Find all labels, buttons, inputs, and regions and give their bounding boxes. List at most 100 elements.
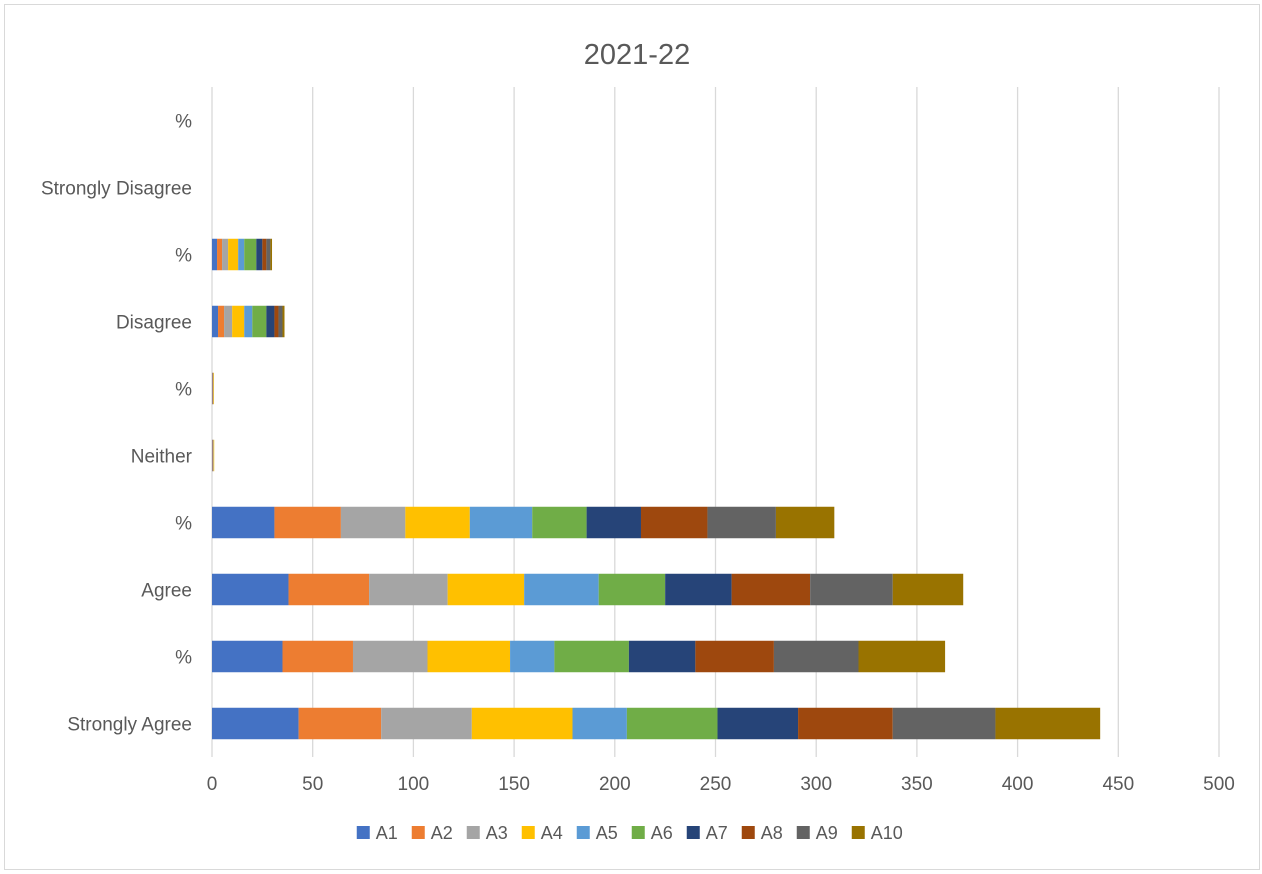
bar-segment-a5 [572, 707, 627, 740]
bar-segment-a10 [858, 640, 946, 673]
legend-swatch [631, 826, 645, 839]
bar-segment-a2 [212, 372, 214, 405]
bar-segment-a4 [447, 573, 525, 606]
bar-segment-a6 [244, 238, 257, 271]
chart-area: 2021-22 Strongly Agree% Agree% Neither% Dis… [4, 4, 1260, 870]
x-tick-label: 500 [1203, 774, 1235, 795]
bar-segment-a8 [695, 640, 774, 673]
bar-segment-a4 [405, 506, 470, 539]
category-label: Strongly Agree [67, 715, 192, 736]
bar-segment-a3 [381, 707, 472, 740]
bar-segment-a10 [270, 238, 273, 271]
x-tick-label: 50 [302, 774, 323, 795]
category-label: % [175, 380, 192, 401]
legend-label: A8 [761, 823, 783, 843]
bar-segment-a5 [510, 640, 555, 673]
bar-segment-a8 [640, 506, 708, 539]
bar-segment-a3 [222, 238, 229, 271]
bar-segment-a3 [369, 573, 448, 606]
bar-segment-a3 [340, 506, 406, 539]
bar-segment-a10 [282, 305, 285, 338]
bar-segment-a2 [282, 640, 353, 673]
legend-swatch [356, 826, 370, 839]
legend-item-a9: A9 [796, 823, 838, 843]
chart-canvas: 2021-22 Strongly Agree% Agree% Neither% Dis… [41, 39, 1235, 843]
bar-segment-a5 [524, 573, 599, 606]
legend-swatch [466, 826, 480, 839]
bar-segment-a6 [598, 573, 666, 606]
x-tick-label: 100 [398, 774, 430, 795]
bar-segment-a6 [554, 640, 629, 673]
bar-segment-a9 [266, 238, 271, 271]
bar-segment-a7 [628, 640, 696, 673]
x-tick-label: 450 [1102, 774, 1134, 795]
legend-item-a1: A1 [356, 823, 398, 843]
legend-item-a4: A4 [521, 823, 563, 843]
legend-label: A4 [541, 823, 563, 843]
bar-segment-a1 [212, 439, 213, 472]
bar-segment-a6 [252, 305, 267, 338]
bar-segment-a4 [232, 305, 245, 338]
bar-segment-a7 [717, 707, 799, 740]
value-axis-labels: 0 50 100 150 200 250 300 350 400 450 500 [207, 774, 1235, 795]
x-tick-label: 150 [498, 774, 530, 795]
x-tick-label: 250 [700, 774, 732, 795]
category-label: % [175, 112, 192, 133]
legend-swatch [796, 826, 810, 839]
bar-segment-a7 [586, 506, 641, 539]
category-label: % [175, 246, 192, 267]
legend-swatch [411, 826, 425, 839]
bar-segment-a1 [212, 640, 283, 673]
legend: A1 A2 A3 A4 A5 A6 A7 A8 A9 A10 [356, 823, 903, 843]
bar-segment-a4 [213, 372, 215, 405]
bar-segment-a4 [471, 707, 573, 740]
bar-segment-a9 [278, 305, 283, 338]
bar-segment-a8 [798, 707, 893, 740]
bar-segment-a9 [810, 573, 893, 606]
bar-series [212, 238, 1101, 740]
bar-segment-a4 [213, 439, 215, 472]
legend-item-a2: A2 [411, 823, 453, 843]
legend-item-a10: A10 [851, 823, 903, 843]
legend-label: A3 [486, 823, 508, 843]
bar-segment-a4 [228, 238, 239, 271]
bar-segment-a10 [775, 506, 835, 539]
bar-segment-a3 [212, 439, 214, 472]
bar-segment-a9 [707, 506, 776, 539]
legend-label: A1 [376, 823, 398, 843]
bar-segment-a2 [217, 238, 223, 271]
category-label: Neither [131, 447, 193, 468]
chart-title: 2021-22 [584, 39, 690, 71]
category-label: % [175, 514, 192, 535]
bar-segment-a1 [212, 506, 275, 539]
bar-segment-a6 [532, 506, 587, 539]
x-tick-label: 300 [800, 774, 832, 795]
bar-segment-a4 [427, 640, 511, 673]
legend-label: A10 [871, 823, 903, 843]
category-label: Disagree [116, 313, 192, 334]
bar-segment-a5 [238, 238, 245, 271]
bar-segment-a7 [256, 238, 263, 271]
gridlines [211, 87, 1220, 757]
legend-swatch [521, 826, 535, 839]
bar-segment-a10 [995, 707, 1101, 740]
bar-segment-a5 [244, 305, 253, 338]
bar-segment-a1 [212, 573, 289, 606]
bar-segment-a8 [731, 573, 811, 606]
x-tick-label: 350 [901, 774, 933, 795]
legend-item-a3: A3 [466, 823, 508, 843]
bar-segment-a2 [298, 707, 382, 740]
bar-segment-a3 [224, 305, 233, 338]
category-label: % [175, 648, 192, 669]
category-label: Strongly Disagree [41, 179, 192, 200]
legend-label: A2 [431, 823, 453, 843]
legend-item-a5: A5 [576, 823, 618, 843]
bar-segment-a1 [212, 305, 219, 338]
legend-label: A6 [651, 823, 673, 843]
bar-segment-a1 [212, 372, 213, 405]
bar-segment-a2 [218, 305, 225, 338]
x-tick-label: 400 [1002, 774, 1034, 795]
bar-segment-a6 [626, 707, 718, 740]
x-tick-label: 0 [207, 774, 218, 795]
x-tick-label: 200 [599, 774, 631, 795]
